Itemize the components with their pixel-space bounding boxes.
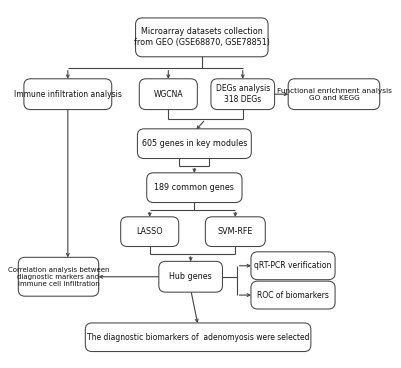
Text: The diagnostic biomarkers of  adenomyosis were selected: The diagnostic biomarkers of adenomyosis… (87, 333, 309, 342)
FancyBboxPatch shape (288, 79, 380, 110)
Text: ROC of biomarkers: ROC of biomarkers (257, 291, 329, 300)
FancyBboxPatch shape (138, 129, 251, 159)
FancyBboxPatch shape (251, 252, 335, 280)
Text: Hub genes: Hub genes (169, 272, 212, 281)
FancyBboxPatch shape (121, 217, 179, 247)
FancyBboxPatch shape (18, 257, 99, 296)
FancyBboxPatch shape (147, 173, 242, 202)
Text: SVM-RFE: SVM-RFE (218, 227, 253, 236)
Text: qRT-PCR verification: qRT-PCR verification (254, 261, 332, 270)
Text: Microarray datasets collection
from GEO (GSE68870, GSE78851): Microarray datasets collection from GEO … (134, 28, 270, 47)
Text: Functional enrichment analysis
GO and KEGG: Functional enrichment analysis GO and KE… (277, 88, 391, 101)
FancyBboxPatch shape (251, 281, 335, 309)
Text: LASSO: LASSO (136, 227, 163, 236)
Text: DEGs analysis
318 DEGs: DEGs analysis 318 DEGs (216, 84, 270, 104)
Text: 189 common genes: 189 common genes (154, 183, 234, 192)
FancyBboxPatch shape (136, 18, 268, 57)
Text: 605 genes in key modules: 605 genes in key modules (142, 139, 247, 148)
Text: WGCNA: WGCNA (154, 90, 183, 99)
FancyBboxPatch shape (24, 79, 112, 110)
FancyBboxPatch shape (211, 79, 275, 110)
Text: Immune infiltration analysis: Immune infiltration analysis (14, 90, 122, 99)
FancyBboxPatch shape (159, 261, 223, 292)
FancyBboxPatch shape (205, 217, 265, 247)
FancyBboxPatch shape (139, 79, 197, 110)
Text: Correlation analysis between
diagnostic markers and
immune cell infiltration: Correlation analysis between diagnostic … (8, 266, 109, 287)
FancyBboxPatch shape (85, 323, 311, 351)
